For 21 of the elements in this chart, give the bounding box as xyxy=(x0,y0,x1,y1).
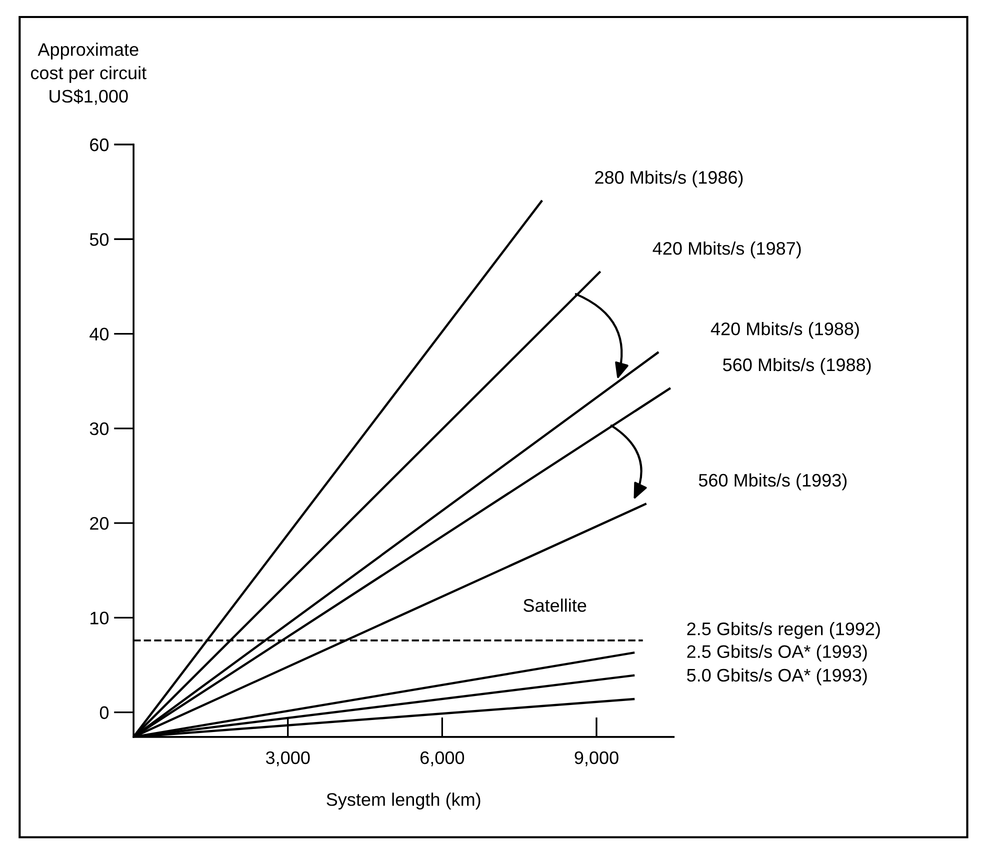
x-axis-title: System length (km) xyxy=(326,792,480,810)
text: 2.5 Gbits/s regen (1992) xyxy=(687,622,880,639)
x-tick-label: 3,000 xyxy=(266,751,310,766)
y-tick-label: 20 xyxy=(90,516,109,530)
text: 5.0 Gbits/s OA* (1993) xyxy=(687,668,867,686)
text: 560 Mbits/s (1988) xyxy=(723,358,871,375)
y-tick-label: 30 xyxy=(90,422,109,436)
ref-line-label: Satellite xyxy=(524,598,586,612)
y-tick-label: 40 xyxy=(90,328,109,340)
text: 420 Mbits/s (1987) xyxy=(652,242,801,258)
x-tick-label: 6,000 xyxy=(420,751,464,766)
y-tick-label: 10 xyxy=(90,612,109,624)
text: 280 Mbits/s (1986) xyxy=(595,170,743,188)
text: 420 Mbits/s (1988) xyxy=(710,322,859,339)
y-tick-label: 50 xyxy=(90,233,109,246)
y-axis-title: Approximate cost per circuit US$1,000 xyxy=(30,42,146,105)
text: 560 Mbits/s (1993) xyxy=(698,473,847,490)
x-tick-label: 9,000 xyxy=(574,751,618,766)
y-tick-label: 0 xyxy=(100,706,109,720)
y-tick-label: 60 xyxy=(90,138,109,152)
text: 2.5 Gbits/s OA* (1993) xyxy=(687,644,867,662)
